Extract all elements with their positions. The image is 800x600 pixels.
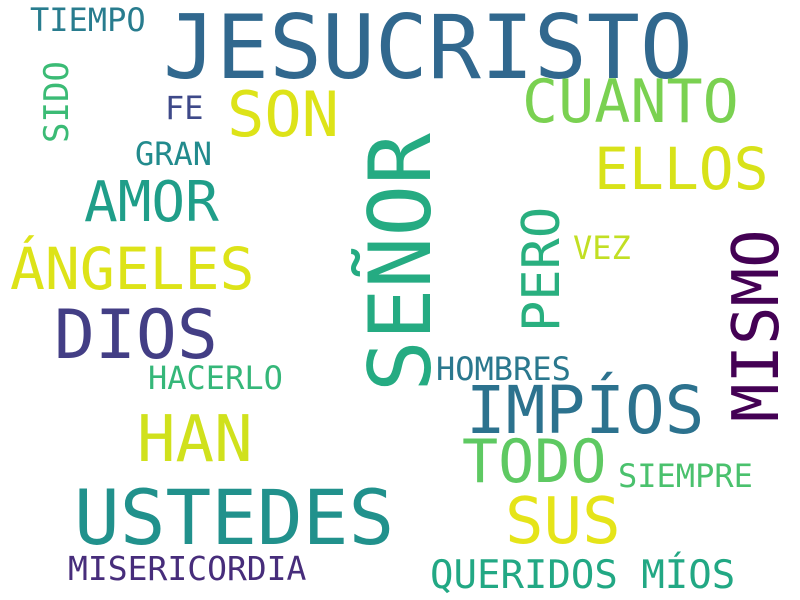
word-senor: SEÑOR <box>351 133 451 392</box>
word-fe: FE <box>165 89 204 127</box>
word-misericordia: MISERICORDIA <box>68 549 307 588</box>
word-sus: SUS <box>505 485 621 559</box>
word-ustedes: USTEDES <box>74 473 395 562</box>
word-han: HAN <box>137 403 253 477</box>
word-tiempo: TIEMPO <box>30 1 146 39</box>
word-vez: VEZ <box>573 229 631 267</box>
word-cuanto: CUANTO <box>522 67 739 137</box>
word-todo: TODO <box>462 427 607 497</box>
word-impios: IMPÍOS <box>466 372 705 449</box>
word-son: SON <box>227 78 339 151</box>
word-angeles: ÁNGELES <box>10 235 255 303</box>
word-gran: GRAN <box>135 135 213 173</box>
word-mismo: MISMO <box>720 229 794 422</box>
word-hombres: HOMBRES <box>436 350 571 388</box>
word-hacerlo: HACERLO <box>148 359 283 397</box>
word-sido: SIDO <box>37 61 77 143</box>
word-amor: AMOR <box>84 170 219 235</box>
word-ellos: ELLOS <box>594 135 769 203</box>
word-siempre: SIEMPRE <box>618 457 753 495</box>
word-dios: DIOS <box>54 296 218 375</box>
word-pero: PERO <box>512 206 572 332</box>
word-queridos-mios: QUERIDOS MÍOS <box>430 553 736 598</box>
word-jesucristo: JESUCRISTO <box>163 0 693 99</box>
